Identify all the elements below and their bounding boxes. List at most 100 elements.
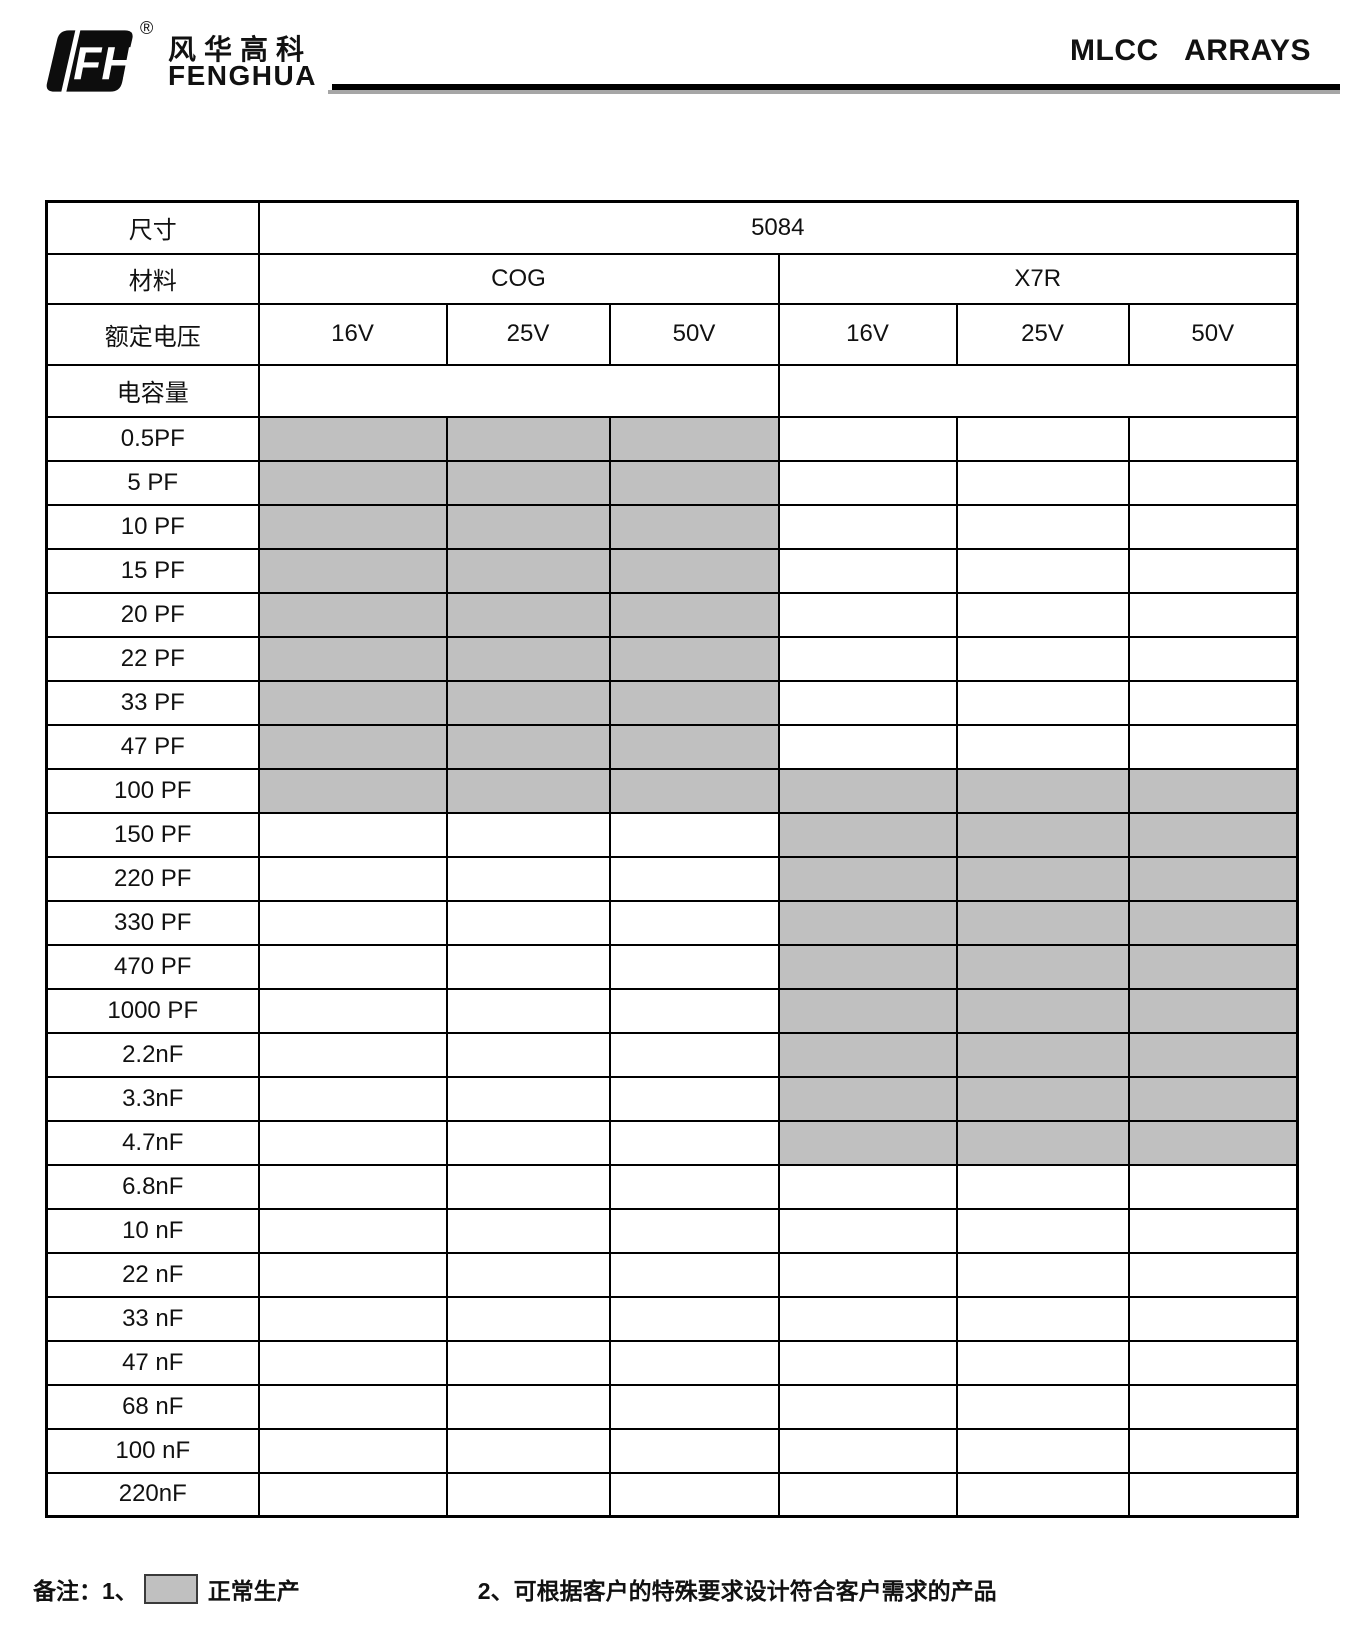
capacitance-row: 100 PF [45,767,1299,814]
capacitance-row: 15 PF [45,547,1299,594]
availability-cell-x7r-16v [777,1295,958,1342]
capacitance-row: 220nF [45,1471,1299,1518]
footnote-note2: 2、可根据客户的特殊要求设计符合客户需求的产品 [477,1578,997,1604]
availability-cell-cog-16v [257,1163,448,1210]
availability-cell-cog-25v [445,767,611,814]
availability-cell-x7r-50v [1127,1427,1299,1474]
availability-cell-x7r-16v [777,1031,958,1078]
capacitance-row: 2.2nF [45,1031,1299,1078]
capacitance-row-label: 33 PF [45,679,260,726]
availability-cell-cog-16v [257,547,448,594]
availability-cell-cog-16v [257,855,448,902]
availability-cell-x7r-16v [777,855,958,902]
row-label-size: 尺寸 [45,200,260,255]
capacitance-row-label: 100 nF [45,1427,260,1474]
availability-cell-x7r-50v [1127,1471,1299,1518]
availability-cell-cog-16v [257,503,448,550]
availability-cell-cog-16v [257,459,448,506]
availability-cell-cog-25v [445,1075,611,1122]
availability-cell-cog-25v [445,943,611,990]
brand-name-cn: 风华高科 [168,34,313,65]
availability-cell-cog-16v [257,723,448,770]
availability-cell-x7r-50v [1127,1251,1299,1298]
availability-cell-x7r-16v [777,1207,958,1254]
availability-cell-x7r-50v [1127,767,1299,814]
availability-cell-x7r-25v [955,635,1130,682]
brand-name-en: FENGHUA [168,60,317,91]
capacitance-row-label: 470 PF [45,943,260,990]
availability-cell-cog-50v [608,635,780,682]
header-rule-shadow [328,90,1340,94]
availability-cell-x7r-16v [777,767,958,814]
capacitance-row-label: 220nF [45,1471,260,1518]
availability-cell-x7r-50v [1127,459,1299,506]
availability-cell-cog-25v [445,415,611,462]
availability-cell-x7r-25v [955,1075,1130,1122]
availability-cell-cog-25v [445,591,611,638]
availability-cell-x7r-50v [1127,503,1299,550]
availability-cell-x7r-25v [955,1031,1130,1078]
capacitance-row-label: 22 PF [45,635,260,682]
material-cog-cell: COG [257,252,780,305]
availability-cell-x7r-50v [1127,943,1299,990]
capacitance-row-label: 330 PF [45,899,260,946]
availability-cell-cog-25v [445,1207,611,1254]
availability-cell-x7r-50v [1127,1163,1299,1210]
capacitance-row: 1000 PF [45,987,1299,1034]
capacitance-row: 22 nF [45,1251,1299,1298]
availability-cell-x7r-50v [1127,1339,1299,1386]
availability-cell-x7r-50v [1127,1295,1299,1342]
capacitance-row: 10 PF [45,503,1299,550]
size-value-cell: 5084 [257,200,1299,255]
availability-cell-cog-16v [257,943,448,990]
availability-cell-x7r-25v [955,459,1130,506]
voltage-cell-x7r-50v: 50V [1127,302,1299,366]
availability-cell-cog-16v [257,591,448,638]
availability-cell-x7r-25v [955,811,1130,858]
availability-cell-x7r-50v [1127,1207,1299,1254]
fenghua-logo-icon: FH [46,28,135,94]
capacitance-row: 4.7nF [45,1119,1299,1166]
capacitance-row-label: 3.3nF [45,1075,260,1122]
availability-cell-x7r-25v [955,547,1130,594]
availability-cell-x7r-16v [777,547,958,594]
row-label-material: 材料 [45,252,260,305]
availability-cell-cog-50v [608,987,780,1034]
capacitance-row-label: 68 nF [45,1383,260,1430]
capacitance-row: 20 PF [45,591,1299,638]
availability-cell-x7r-25v [955,503,1130,550]
availability-cell-cog-16v [257,899,448,946]
availability-cell-cog-50v [608,943,780,990]
availability-cell-x7r-50v [1127,415,1299,462]
capacitance-row: 33 PF [45,679,1299,726]
availability-cell-x7r-50v [1127,987,1299,1034]
capacitance-row: 5 PF [45,459,1299,506]
availability-cell-cog-50v [608,1251,780,1298]
availability-cell-x7r-25v [955,1383,1130,1430]
availability-cell-x7r-16v [777,1163,958,1210]
availability-cell-cog-25v [445,811,611,858]
availability-cell-x7r-50v [1127,1075,1299,1122]
availability-cell-x7r-25v [955,987,1130,1034]
availability-cell-x7r-25v [955,1251,1130,1298]
availability-cell-cog-25v [445,679,611,726]
availability-cell-cog-16v [257,811,448,858]
capacitance-row-label: 47 nF [45,1339,260,1386]
capacitance-header-x7r-cell [777,363,1299,418]
material-row: 材料 COG X7R [45,252,1299,305]
capacitance-row-label: 33 nF [45,1295,260,1342]
availability-cell-cog-25v [445,1031,611,1078]
availability-cell-x7r-25v [955,679,1130,726]
availability-cell-x7r-25v [955,767,1130,814]
availability-cell-cog-50v [608,591,780,638]
availability-cell-x7r-50v [1127,1383,1299,1430]
header-rule [332,84,1340,90]
capacitance-header-row: 电容量 [45,363,1299,418]
availability-cell-cog-25v [445,1383,611,1430]
row-label-voltage: 额定电压 [45,302,260,366]
availability-cell-x7r-25v [955,723,1130,770]
availability-cell-x7r-50v [1127,591,1299,638]
availability-cell-cog-50v [608,679,780,726]
capacitance-row: 0.5PF [45,415,1299,462]
